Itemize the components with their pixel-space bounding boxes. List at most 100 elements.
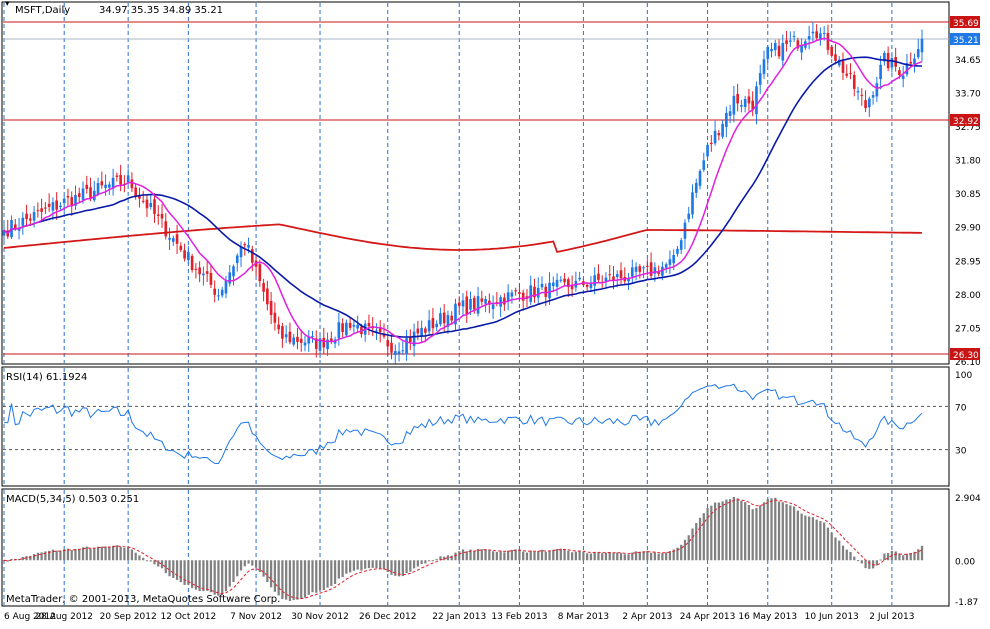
macd-bar [510,549,514,561]
candle-body [679,240,683,250]
macd-bar [473,550,476,561]
candle-body [81,188,85,200]
macd-bar [44,551,47,561]
x-tick-label: 8 Mar 2013 [558,612,609,622]
macd-bar [710,505,713,561]
macd-bar [198,560,201,592]
macd-bar [179,560,182,583]
macd-bar [273,560,277,592]
candle-body [905,63,909,75]
x-tick-label: 13 Feb 2013 [491,612,547,622]
candle-body [661,266,664,276]
candle-body [725,112,728,127]
candle-body [642,267,645,269]
candle-body [766,46,770,59]
candle-body [849,72,852,74]
candle-body [386,340,390,347]
candle-body [822,32,826,34]
macd-bar [168,560,171,577]
candle-body [303,342,307,346]
macd-bar [578,550,581,561]
candle-body [330,338,333,341]
candle-body [424,328,427,333]
macd-bar [409,560,412,572]
candle-body [322,337,326,348]
candle-body [25,213,28,220]
macd-bar [665,552,668,561]
rsi-panel[interactable] [1,366,950,487]
candle-body [66,196,70,198]
candle-body [916,49,920,58]
price-tick-label: 32.75 [955,123,981,133]
macd-bar [503,552,506,561]
candle-body [781,43,785,61]
macd-bar [59,550,62,561]
macd-bar [841,545,845,561]
macd-bar [160,560,164,569]
candle-body [367,323,371,327]
candle-body [44,207,47,209]
candle-body [777,45,781,57]
macd-bar [108,546,111,561]
macd-bar [695,523,698,561]
candle-body [770,49,773,52]
price-tick-label: 27.05 [955,324,981,334]
macd-bar [661,553,664,561]
macd-tick-label: 2.904 [955,494,981,504]
macd-bar [717,502,720,561]
macd-panel[interactable] [1,488,950,607]
price-tick-label: 34.65 [955,56,981,66]
candle-body [160,213,164,219]
macd-bar [777,501,781,561]
candle-body [337,322,341,339]
candle-body [284,334,288,338]
candle-body [563,278,566,283]
candle-body [604,277,608,282]
x-tick-label: 10 Jun 2013 [805,612,859,622]
macd-bar [567,550,570,561]
candle-body [619,270,623,279]
macd-bar [21,557,24,561]
macd-bar [898,553,901,561]
x-tick-label: 2 Jul 2013 [869,612,914,622]
candle-body [732,95,736,115]
macd-bar [428,560,431,562]
candle-body [375,330,378,332]
macd-bar [318,560,322,591]
macd-bar [597,552,600,561]
macd-bar [292,560,295,601]
macd-bar [78,548,81,561]
candle-body [311,336,314,338]
price-tick-label: 28.95 [955,257,981,267]
macd-bar [262,560,265,577]
macd-bar [894,551,897,561]
candle-body [694,183,698,193]
macd-bar [115,545,118,561]
macd-bar [209,560,213,593]
candle-body [205,271,209,274]
candle-body [119,175,122,185]
macd-bar [480,549,483,561]
macd-bar [371,560,374,568]
candle-body [382,334,386,337]
macd-bar [905,553,909,561]
macd-bar [529,550,532,561]
macd-bar [582,552,585,561]
macd-bar [420,560,423,565]
macd-bar [766,498,769,561]
candle-body [427,320,431,332]
macd-bar [138,555,141,561]
macd-bar [269,560,273,588]
candle-body [36,210,40,212]
macd-bar [333,560,337,584]
candle-body [92,190,96,201]
candle-body [247,244,250,248]
macd-bar [548,550,551,561]
macd-bar [488,550,491,561]
macd-bar [435,559,438,561]
collapse-triangle-icon[interactable]: ▾ [5,0,10,9]
candle-body [450,315,454,321]
candle-body [85,184,89,189]
candle-body [435,323,438,328]
